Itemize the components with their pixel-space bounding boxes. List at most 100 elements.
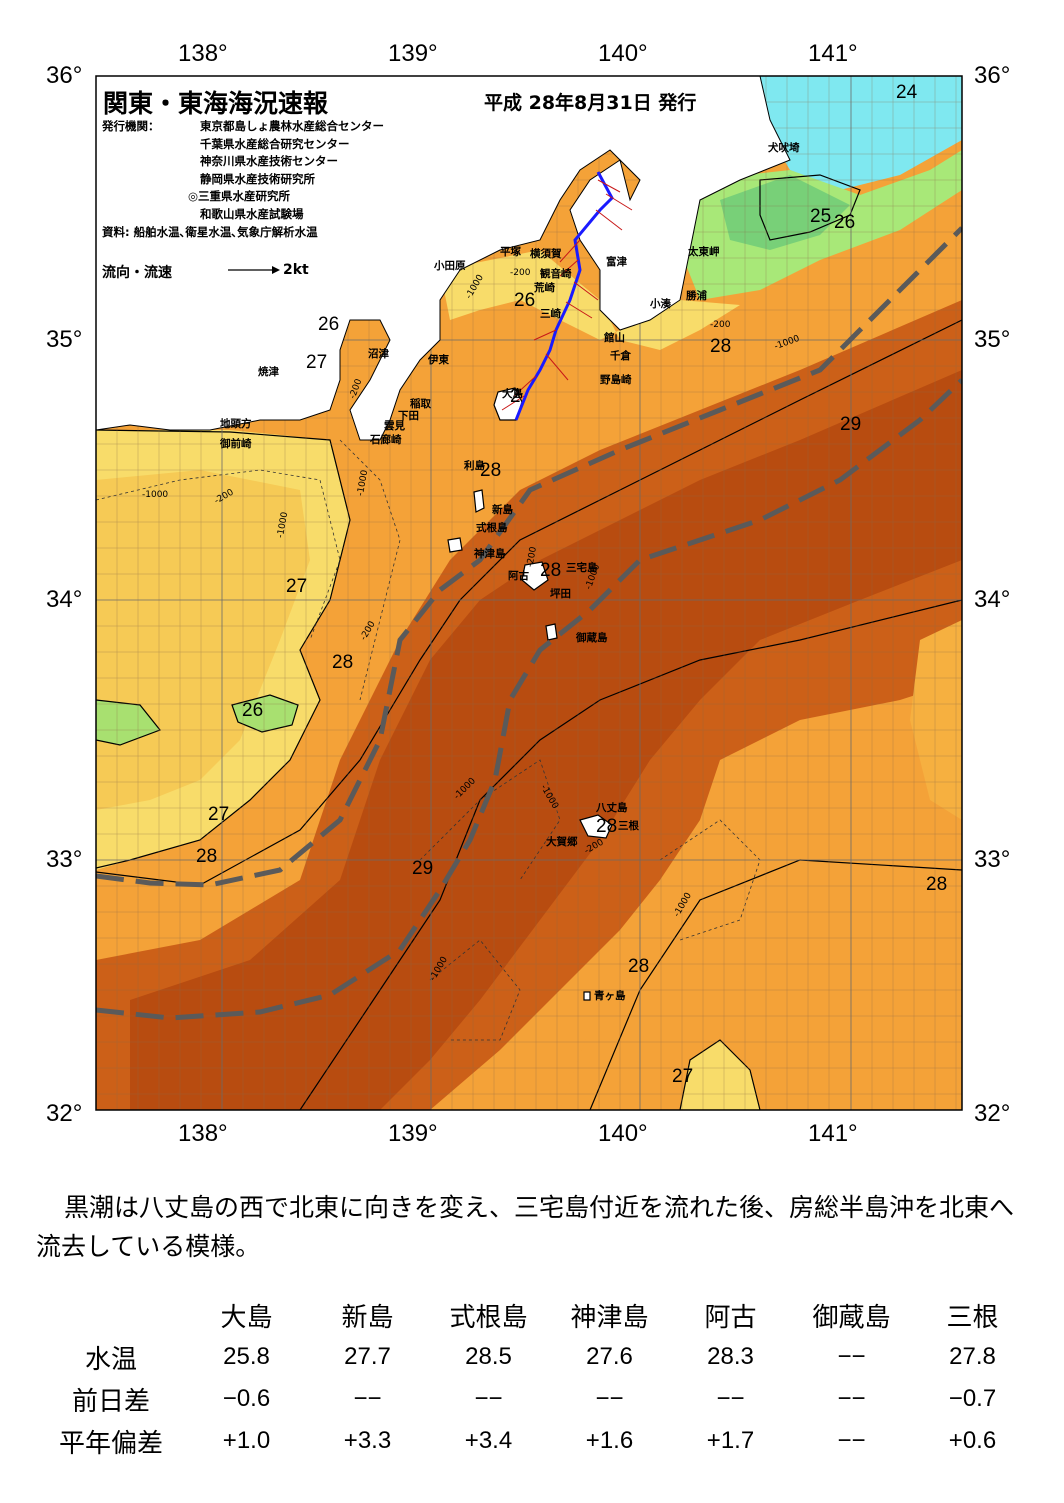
place-label: 坪田 [550, 588, 571, 600]
issuer-org: 和歌山県水産試験場 [200, 206, 304, 221]
land-kozu [447, 537, 463, 553]
place-label: 御蔵島 [576, 632, 608, 644]
table-cell: 27.7 [344, 1343, 391, 1370]
sea-zone-26-ne [720, 175, 850, 250]
depth-label: -200 [510, 268, 531, 278]
sea-zone-24 [760, 76, 962, 190]
sea-zone-26-west2 [232, 695, 298, 732]
description-paragraph: 黒潮は八丈島の西で北東に向きを変え、三宅島付近を流れた後、房総半島沖を北東へ流去… [36, 1193, 1015, 1261]
table-row: 水温 25.8 27.7 28.5 27.6 28.3 −− 27.8 [36, 1336, 1033, 1378]
table-row: 平年偏差 +1.0 +3.3 +3.4 +1.6 +1.7 −− +0.6 [36, 1420, 1033, 1462]
place-label: 三崎 [540, 308, 561, 320]
isotherm-label: 28 [926, 874, 948, 895]
current-track [501, 171, 633, 421]
table-cell: −0.7 [948, 1385, 997, 1412]
lat-label-32-left: 32° [46, 1100, 83, 1127]
observation-table: 大島 新島 式根島 神津島 阿古 御蔵島 三根 水温 25.8 27.7 28.… [36, 1294, 1033, 1462]
place-label: 太東岬 [688, 246, 720, 258]
place-label: 三宅島 [566, 562, 598, 574]
place-label: 沼津 [368, 348, 389, 360]
issuer-org: 神奈川県水産技術センター [200, 154, 338, 169]
kuroshio-axis [96, 226, 962, 1021]
place-label: 観音崎 [540, 268, 572, 280]
place-label: 神津島 [474, 548, 506, 560]
station-header: 新島 [341, 1302, 394, 1333]
place-label: 青ヶ島 [594, 990, 626, 1002]
station-header: 阿古 [704, 1302, 757, 1333]
lon-label-140-top: 140° [598, 40, 648, 67]
place-label: 焼津 [258, 366, 279, 378]
sea-zone-28-east [910, 620, 962, 820]
isotherm-label: 28 [596, 816, 618, 837]
isotherm-label: 26 [318, 314, 340, 335]
isotherm-label: 24 [896, 82, 918, 103]
lon-label-139-bottom: 139° [388, 1120, 438, 1147]
place-label: 新島 [492, 504, 513, 516]
isotherm-label: 27 [306, 352, 328, 373]
place-label: 小湊 [650, 298, 671, 310]
sea-zone-28-south [560, 850, 962, 1110]
issue-date: 平成 28年8月31日 発行 [484, 92, 697, 114]
map-frame [95, 75, 963, 1111]
place-label: 式根島 [476, 522, 508, 534]
lon-label-138-bottom: 138° [178, 1120, 228, 1147]
place-label: 千倉 [610, 350, 631, 362]
table-cell: −− [474, 1385, 503, 1412]
place-label: 地頭方 [220, 418, 252, 430]
lon-label-141-bottom: 141° [808, 1120, 858, 1147]
lon-label-139-top: 139° [388, 40, 438, 67]
lat-label-33-left: 33° [46, 846, 83, 873]
place-label: 大賀郷 [546, 836, 578, 848]
issuer-org: 千葉県水産総合研究センター [200, 136, 350, 151]
lat-label-36-left: 36° [46, 62, 83, 89]
land-aogashima [583, 991, 591, 1001]
place-label: 稲取 [410, 398, 431, 410]
station-header: 御蔵島 [812, 1302, 891, 1333]
isotherm-label: 29 [840, 414, 862, 435]
sea-zone-27-south [680, 1040, 760, 1110]
place-label: 雲見 [384, 420, 405, 432]
current-vectors [501, 179, 633, 411]
land-niijima [473, 489, 485, 513]
isotherm-label: 27 [208, 804, 230, 825]
table-cell: +0.6 [948, 1427, 997, 1454]
isotherm-label: 29 [412, 858, 434, 879]
lon-label-138-top: 138° [178, 40, 228, 67]
place-label: 三根 [618, 820, 639, 832]
land-miyake [521, 561, 549, 591]
place-label: 平塚 [500, 246, 521, 258]
place-label: 館山 [604, 332, 625, 344]
legend-label: 流向・流速 [102, 265, 172, 281]
isotherm-label: 28 [196, 846, 218, 867]
station-header: 式根島 [449, 1302, 528, 1333]
issuer-label: 発行機関： [102, 119, 160, 133]
table-row: 前日差 −0.6 −− −− −− −− −− −0.7 [36, 1378, 1033, 1420]
table-cell: −− [716, 1385, 745, 1412]
lat-label-36-right: 36° [974, 62, 1011, 89]
place-label: 小田原 [434, 260, 466, 272]
station-header: 三根 [946, 1302, 999, 1333]
isotherm-label: 28 [480, 460, 502, 481]
isotherm-label: 28 [710, 336, 732, 357]
place-label: 大島 [502, 388, 523, 400]
isotherm-label: 28 [332, 652, 354, 673]
place-label: 富津 [606, 256, 627, 268]
lat-label-35-right: 35° [974, 326, 1011, 353]
table-cell: −− [837, 1385, 866, 1412]
place-label: 犬吠埼 [768, 142, 800, 154]
station-header: 大島 [220, 1302, 273, 1333]
lat-label-33-right: 33° [974, 846, 1011, 873]
table-cell: −− [595, 1385, 624, 1412]
data-source: 資料: 船舶水温､衛星水温､気象庁解析水温 [102, 224, 318, 239]
lat-label-34-left: 34° [46, 586, 83, 613]
station-header: 神津島 [570, 1302, 649, 1333]
isotherm-label: 26 [514, 290, 536, 311]
lat-label-34-right: 34° [974, 586, 1011, 613]
table-cell: −− [837, 1427, 866, 1454]
sea-zone-29b [130, 370, 962, 1110]
lat-label-32-right: 32° [974, 1100, 1011, 1127]
isotherm-label: 26 [242, 700, 264, 721]
place-label: 勝浦 [686, 290, 707, 302]
place-label: 石廊崎 [370, 434, 402, 446]
row-label: 平年偏差 [58, 1428, 163, 1459]
